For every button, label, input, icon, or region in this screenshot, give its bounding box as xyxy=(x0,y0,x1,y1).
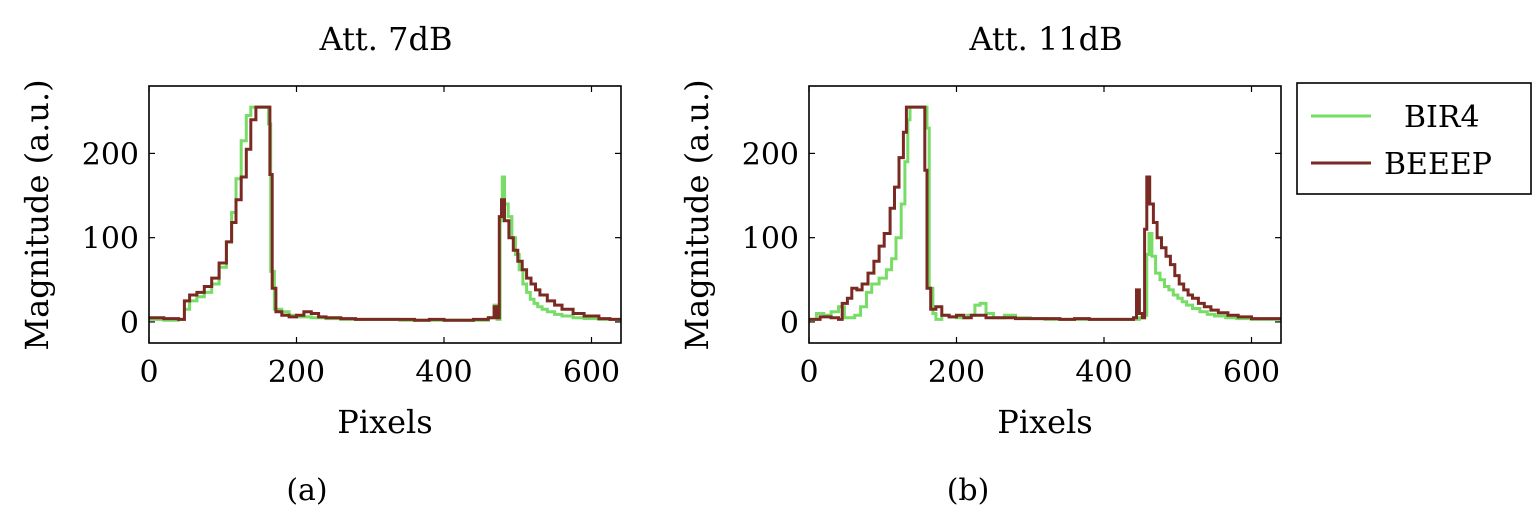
chart-title: Att. 11dB xyxy=(968,20,1122,58)
axis-ticks: 0 200 400 600 0 100 200 xyxy=(82,86,621,390)
y-tick-label: 100 xyxy=(82,222,139,257)
x-tick-label: 0 xyxy=(799,355,818,390)
subfigure-caption: (b) xyxy=(947,473,990,508)
legend-label-bir4: BIR4 xyxy=(1404,100,1480,135)
legend-box xyxy=(1296,82,1532,195)
chart-att-11db: Att. 11dB Magnitude (a.u.) Pixels (b) 0 2… xyxy=(678,20,1282,508)
plot-frame xyxy=(148,85,622,344)
y-axis-label: Magnitude (a.u.) xyxy=(678,79,716,350)
legend-label-beeep: BEEEP xyxy=(1384,147,1492,182)
x-axis-label: Pixels xyxy=(997,403,1092,441)
series-layer xyxy=(149,105,621,322)
legend: BIR4 BEEEP xyxy=(1296,82,1532,195)
y-axis-label: Magnitude (a.u.) xyxy=(18,79,56,350)
x-tick-label: 600 xyxy=(1223,355,1280,390)
series-line-beeep xyxy=(149,105,621,322)
x-tick-label: 200 xyxy=(928,355,985,390)
x-tick-label: 0 xyxy=(139,355,158,390)
x-tick-label: 600 xyxy=(563,355,620,390)
plot-frame xyxy=(808,85,1282,344)
series-layer xyxy=(809,105,1281,321)
x-tick-label: 400 xyxy=(1075,355,1132,390)
series-line-bir4 xyxy=(809,105,1281,321)
y-tick-label: 0 xyxy=(780,306,799,341)
y-tick-label: 0 xyxy=(120,306,139,341)
x-axis-label: Pixels xyxy=(337,403,432,441)
series-line-bir4 xyxy=(149,105,621,322)
chart-title: Att. 7dB xyxy=(319,20,453,58)
y-tick-label: 200 xyxy=(82,137,139,172)
x-tick-label: 400 xyxy=(415,355,472,390)
y-tick-label: 100 xyxy=(742,222,799,257)
subfigure-caption: (a) xyxy=(286,473,327,508)
series-line-beeep xyxy=(809,105,1281,321)
axis-ticks: 0 200 400 600 0 100 200 xyxy=(742,86,1281,390)
x-tick-label: 200 xyxy=(268,355,325,390)
y-tick-label: 200 xyxy=(742,137,799,172)
chart-att-7db: Att. 7dB Magnitude (a.u.) Pixels (a) 0 20… xyxy=(18,20,622,508)
